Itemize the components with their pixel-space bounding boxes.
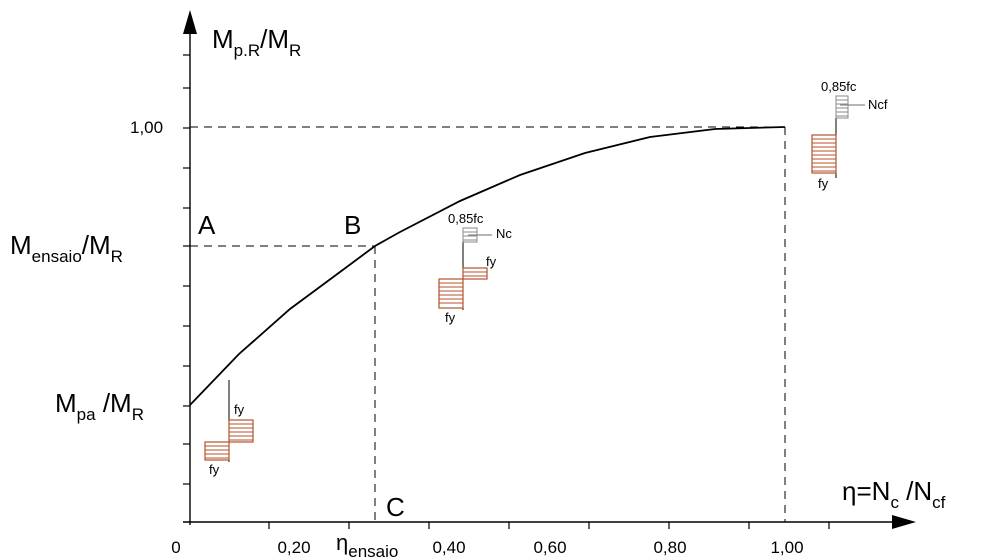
x-tick-label: 0,20 <box>277 538 310 557</box>
point-c-label: C <box>386 492 405 522</box>
x-axis-ticks <box>268 522 830 529</box>
stress-label: 0,85fc <box>821 79 857 94</box>
x-axis-label: η=Nc /Ncf <box>842 476 946 512</box>
stress-block-3: 0,85fc Ncf fy <box>811 79 888 191</box>
x-tick-label: 0,40 <box>432 538 465 557</box>
x-tick-label: 0,80 <box>653 538 686 557</box>
y-axis-ticks <box>183 54 190 485</box>
force-label: Ncf <box>868 97 888 112</box>
point-a-label: A <box>198 210 216 240</box>
x-tick-label: 0,60 <box>533 538 566 557</box>
y-axis-label: Mp.R/MR <box>212 24 301 60</box>
x-axis-arrow-icon <box>892 515 916 529</box>
stress-block-1: fy fy <box>204 380 254 477</box>
point-b-label: B <box>344 210 361 240</box>
stress-label: fy <box>818 176 829 191</box>
eta-ensaio-label: ηensaio <box>336 530 398 559</box>
interaction-curve <box>189 126 786 406</box>
force-label: Nc <box>496 226 512 241</box>
stress-block-2: 0,85fc Nc fy fy <box>438 211 512 325</box>
y-axis-arrow-icon <box>183 10 197 34</box>
y-tick-label-1-00: 1,00 <box>130 118 163 137</box>
m-ensaio-label: Mensaio/MR <box>10 230 123 266</box>
stress-label: 0,85fc <box>448 211 484 226</box>
stress-label: fy <box>486 254 497 269</box>
x-tick-label: 1,00 <box>770 538 803 557</box>
m-pa-label: Mpa /MR <box>55 388 144 424</box>
stress-label: fy <box>209 462 220 477</box>
stress-label: fy <box>445 310 456 325</box>
stress-label: fy <box>234 402 245 417</box>
x-tick-label: 0 <box>171 538 180 557</box>
